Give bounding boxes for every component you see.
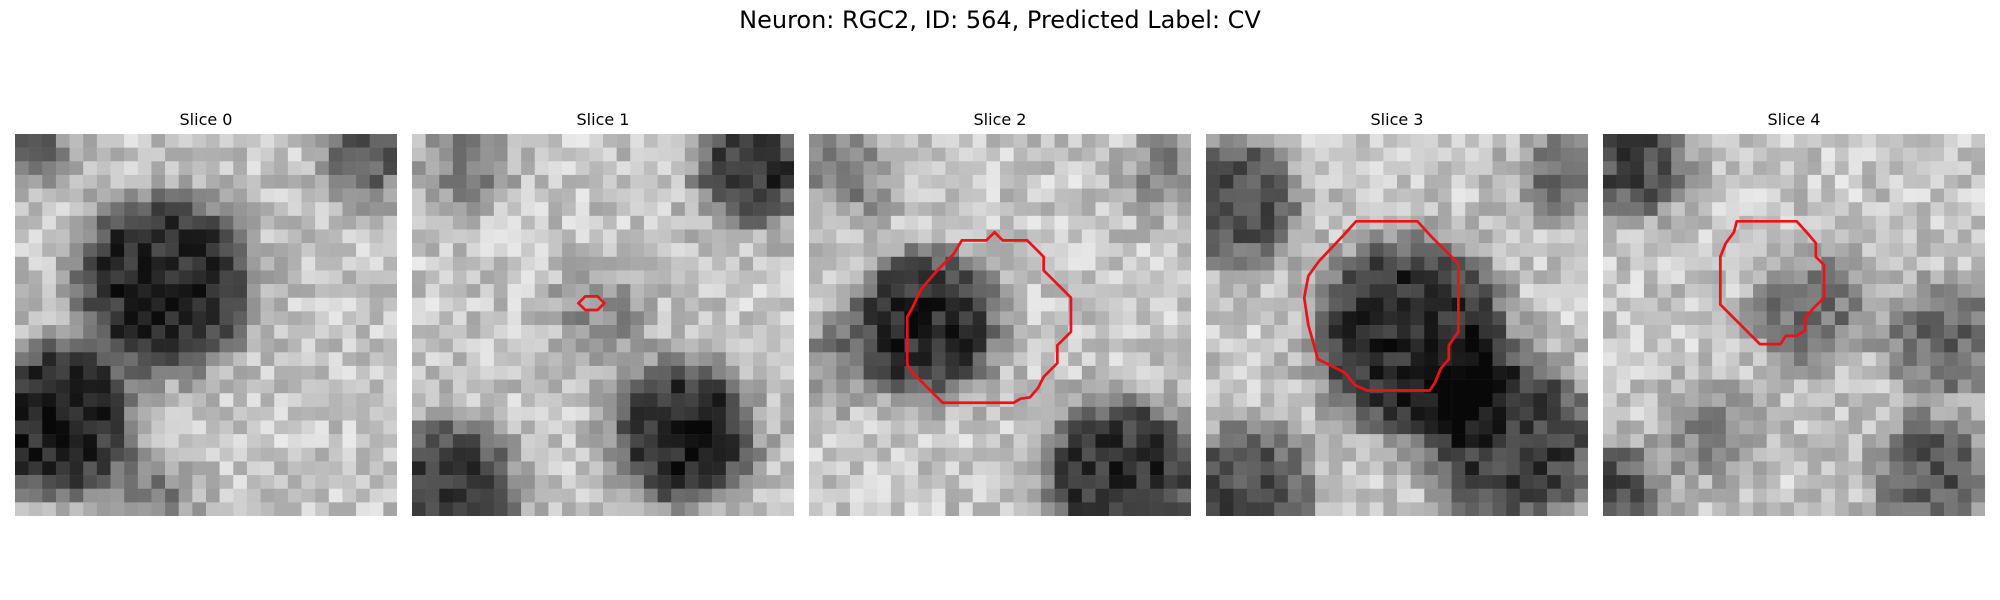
slice-image-4	[1603, 134, 1985, 516]
slice-pixels	[1206, 134, 1588, 516]
roi-contour	[1302, 219, 1460, 392]
figure-title: Neuron: RGC2, ID: 564, Predicted Label: …	[739, 6, 1261, 34]
slice-pixels	[809, 134, 1191, 516]
slice-image-1	[412, 134, 794, 516]
slice-title-2: Slice 2	[973, 110, 1027, 129]
slice-pixels	[1603, 134, 1985, 516]
roi-contour	[1718, 219, 1826, 346]
roi-contour	[905, 230, 1073, 405]
slice-pixels	[412, 134, 794, 516]
slice-panel-3: Slice 3	[1206, 108, 1588, 516]
slice-image-3	[1206, 134, 1588, 516]
slice-panel-1: Slice 1	[412, 108, 794, 516]
slice-pixels	[15, 134, 397, 516]
slice-panel-0: Slice 0	[15, 108, 397, 516]
slice-panel-2: Slice 2	[809, 108, 1191, 516]
slice-image-0	[15, 134, 397, 516]
roi-contour	[577, 294, 606, 312]
slice-panel-4: Slice 4	[1603, 108, 1985, 516]
slice-image-2	[809, 134, 1191, 516]
slice-title-3: Slice 3	[1370, 110, 1424, 129]
slice-title-4: Slice 4	[1767, 110, 1821, 129]
slice-title-0: Slice 0	[179, 110, 233, 129]
slice-title-1: Slice 1	[576, 110, 630, 129]
